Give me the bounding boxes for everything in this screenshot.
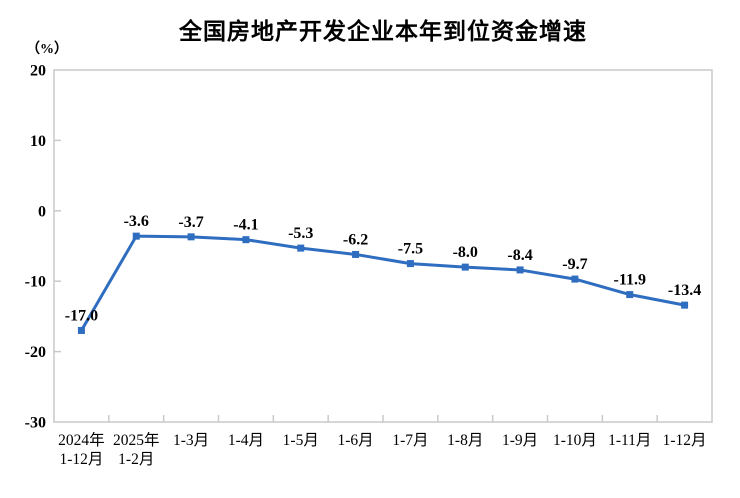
data-point-marker: [297, 244, 305, 252]
y-tick-label: 20: [30, 63, 46, 80]
data-point-label: -3.7: [178, 214, 203, 231]
data-point-marker: [516, 266, 524, 274]
x-tick-label: 2025年: [113, 431, 160, 449]
data-point-label: -9.7: [562, 256, 587, 273]
x-tick-label: 1-3月: [173, 432, 209, 449]
x-tick-label: 1-5月: [283, 432, 319, 449]
x-tick-label: 1-6月: [337, 432, 373, 449]
plot-frame: [53, 69, 713, 423]
y-axis-unit-label: （%）: [26, 42, 68, 57]
data-point-label: -6.2: [343, 231, 368, 248]
x-tick-label: 2024年: [58, 431, 105, 449]
x-tick-label: 1-12月: [663, 432, 707, 449]
data-point-label: -3.6: [124, 213, 149, 230]
x-tick-label: 1-4月: [228, 432, 264, 449]
data-point-marker: [626, 291, 634, 299]
x-tick-label: 1-7月: [392, 432, 428, 449]
data-point-marker: [571, 275, 579, 283]
data-point-marker: [77, 326, 85, 334]
data-point-marker: [406, 260, 414, 268]
y-tick-label: 10: [30, 133, 46, 150]
data-point-label: -17.0: [65, 307, 98, 324]
y-tick-label: -20: [25, 344, 46, 361]
data-point-marker: [681, 301, 689, 309]
y-tick-label: 0: [38, 203, 46, 220]
data-point-marker: [132, 232, 140, 240]
data-point-marker: [352, 250, 360, 258]
chart-title: 全国房地产开发企业本年到位资金增速: [179, 18, 587, 44]
x-tick-label: 1-9月: [502, 432, 538, 449]
x-tick-label: 1-2月: [118, 451, 154, 468]
x-tick-label: 1-8月: [447, 432, 483, 449]
data-point-label: -8.4: [507, 247, 532, 264]
data-point-label: -5.3: [288, 225, 313, 242]
data-point-marker: [461, 263, 469, 271]
x-tick-label: 1-11月: [608, 432, 651, 449]
data-point-label: -8.0: [453, 244, 478, 261]
y-tick-label: -30: [25, 415, 46, 432]
data-point-label: -11.9: [614, 272, 646, 289]
data-point-label: -13.4: [668, 282, 701, 299]
data-point-marker: [242, 236, 250, 244]
x-tick-label: 1-12月: [59, 451, 103, 468]
x-tick-label: 1-10月: [553, 432, 597, 449]
data-point-marker: [187, 233, 195, 241]
trend-line: [79, 234, 687, 332]
data-point-label: -4.1: [233, 217, 258, 234]
y-tick-label: -10: [25, 274, 46, 291]
data-point-label: -7.5: [398, 241, 423, 258]
